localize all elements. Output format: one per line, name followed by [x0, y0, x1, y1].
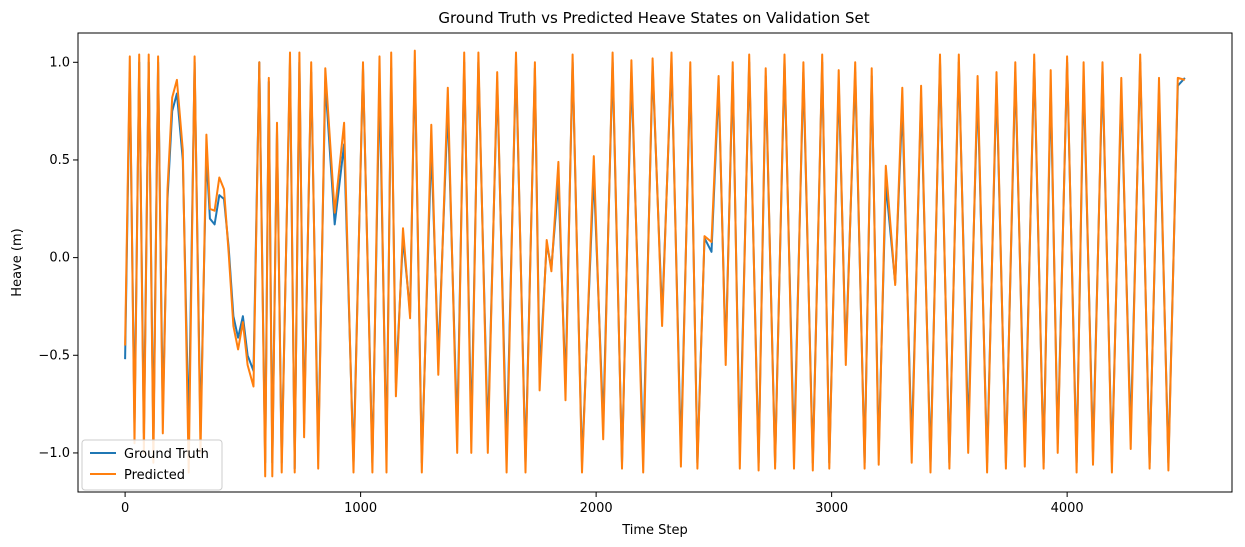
- legend-label-predicted: Predicted: [124, 468, 185, 483]
- x-tick-label: 4000: [1051, 501, 1084, 516]
- y-tick-label: 1.0: [49, 55, 70, 70]
- legend-label-ground-truth: Ground Truth: [124, 447, 209, 462]
- x-tick-label: 0: [121, 501, 129, 516]
- chart-title: Ground Truth vs Predicted Heave States o…: [438, 9, 869, 27]
- axes-frame: [77, 32, 1233, 493]
- legend: Ground Truth Predicted: [81, 439, 223, 491]
- y-axis-ticks: −1.0 −0.5 0.0 0.5 1.0: [38, 55, 78, 461]
- plot-area: [124, 49, 1186, 478]
- y-tick-label: 0.5: [49, 153, 70, 168]
- series-line-predicted: [124, 49, 1186, 478]
- x-tick-label: 1000: [344, 501, 377, 516]
- y-tick-label: 0.0: [49, 251, 70, 266]
- y-axis-label: Heave (m): [10, 228, 25, 296]
- y-tick-label: −0.5: [38, 348, 70, 363]
- legend-box: [81, 439, 223, 491]
- x-tick-label: 3000: [815, 501, 848, 516]
- x-axis-label: Time Step: [621, 523, 688, 538]
- y-tick-label: −1.0: [38, 446, 70, 461]
- x-tick-label: 2000: [580, 501, 613, 516]
- x-axis-ticks: 0 1000 2000 3000 4000: [121, 492, 1084, 516]
